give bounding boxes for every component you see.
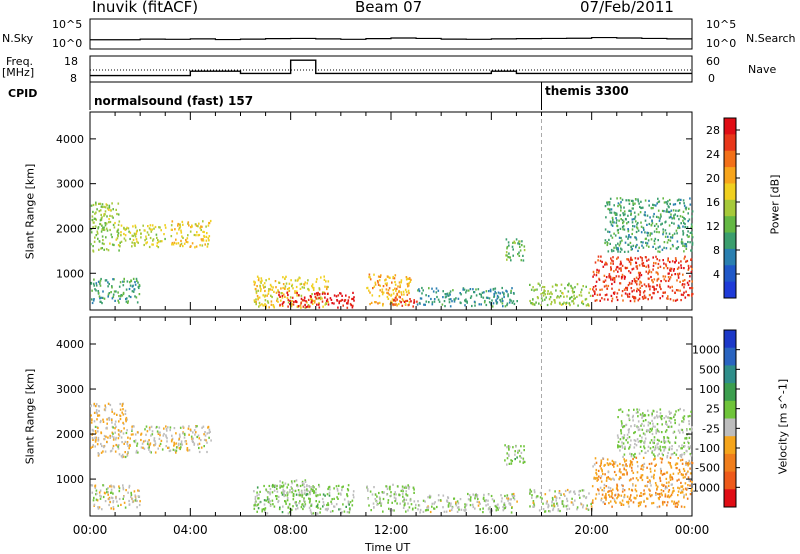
power-colorbar: 4 8 12 16 20 24 28 bbox=[706, 117, 740, 299]
freq-tick-bottom: 8 bbox=[70, 72, 77, 85]
time-tick-label: 08:00 bbox=[273, 523, 308, 537]
velocity-echo-region bbox=[279, 479, 318, 500]
velocity-echo-region bbox=[417, 492, 518, 514]
velocity-ytick-label: 4000 bbox=[56, 338, 84, 351]
power-echo-region bbox=[592, 255, 694, 303]
velocity-echo-region bbox=[529, 488, 593, 513]
nave-label: Nave bbox=[748, 63, 777, 76]
power-echo-region bbox=[253, 275, 330, 309]
nsky-tick-top: 10^5 bbox=[52, 18, 83, 31]
velocity-colorbar-tick: -25 bbox=[702, 422, 720, 435]
power-colorbar-tick: 4 bbox=[713, 268, 720, 281]
velocity-echo-region bbox=[504, 444, 526, 466]
power-panel: 1000 2000 3000 4000 4 8 12 16 20 24 28 bbox=[56, 111, 740, 311]
power-echo-region bbox=[170, 219, 212, 249]
time-tick-label: 16:00 bbox=[474, 523, 509, 537]
velocity-colorbar-tick: -1000 bbox=[688, 481, 720, 494]
power-echo-region bbox=[416, 286, 518, 308]
power-ytick-label: 4000 bbox=[56, 133, 84, 146]
velocity-colorbar: 1000 500 100 25 -25 -100 -500 -1000 bbox=[688, 329, 740, 508]
date-title: 07/Feb/2011 bbox=[580, 0, 674, 16]
power-ytick-label: 3000 bbox=[56, 178, 84, 191]
power-echo-region bbox=[366, 273, 412, 307]
power-echo-region bbox=[278, 291, 355, 309]
cpid-mode1: normalsound (fast) 157 bbox=[94, 94, 254, 108]
power-echo-region bbox=[505, 238, 526, 262]
power-colorbar-tick: 12 bbox=[706, 220, 720, 233]
time-tick-label: 12:00 bbox=[374, 523, 409, 537]
freq-strip-frame bbox=[89, 55, 693, 83]
velocity-echo-region bbox=[591, 456, 694, 509]
freq-unit-label: [MHz] bbox=[2, 66, 35, 79]
velocity-ytick-label: 1000 bbox=[56, 473, 84, 486]
time-tick-label: 04:00 bbox=[173, 523, 208, 537]
nsearch-tick-top: 10^5 bbox=[706, 18, 737, 31]
velocity-ytick-label: 2000 bbox=[56, 428, 84, 441]
power-echo-region bbox=[392, 296, 418, 308]
power-colorbar-tick: 16 bbox=[706, 196, 720, 209]
power-colorbar-tick: 20 bbox=[706, 172, 720, 185]
time-tick-label: 00:00 bbox=[73, 523, 108, 537]
velocity-colorbar-tick: 100 bbox=[699, 383, 720, 396]
freq-series bbox=[90, 59, 692, 77]
power-colorbar-tick: 8 bbox=[713, 244, 720, 257]
power-colorbar-tick: 24 bbox=[706, 148, 720, 161]
velocity-colorbar-tick: 500 bbox=[699, 363, 720, 376]
station-title: Inuvik (fitACF) bbox=[92, 0, 199, 16]
nsearch-label: N.Search bbox=[746, 32, 796, 45]
nave-tick-bottom: 0 bbox=[708, 72, 715, 85]
time-tick-label: 20:00 bbox=[574, 523, 609, 537]
power-ytick-label: 1000 bbox=[56, 267, 84, 280]
velocity-echo-region bbox=[90, 402, 129, 459]
freq-tick-top: 18 bbox=[64, 55, 78, 68]
velocity-panel: 1000 2000 3000 4000 1000 500 100 25 -25 -100 -500 -… bbox=[56, 316, 740, 517]
nsky-label: N.Sky bbox=[2, 32, 34, 45]
power-echo-region bbox=[120, 224, 167, 249]
nsky-series bbox=[90, 36, 692, 41]
freq-label: Freq. bbox=[6, 55, 34, 68]
power-ytick-label: 2000 bbox=[56, 222, 84, 235]
power-echo-region bbox=[604, 197, 694, 253]
cpid-label: CPID bbox=[8, 87, 38, 100]
nsky-strip-frame bbox=[89, 18, 693, 50]
power-frame bbox=[89, 111, 693, 311]
velocity-colorbar-tick: -100 bbox=[695, 442, 720, 455]
nsearch-tick-bottom: 10^0 bbox=[706, 37, 737, 50]
power-echo-region bbox=[90, 201, 121, 253]
power-echo-region bbox=[529, 282, 592, 307]
velocity-colorbar-tick: 1000 bbox=[692, 344, 720, 357]
nave-tick-top: 60 bbox=[706, 55, 720, 68]
nsky-tick-bottom: 10^0 bbox=[52, 37, 83, 50]
beam-title: Beam 07 bbox=[355, 0, 423, 16]
velocity-echo-region bbox=[128, 425, 212, 454]
velocity-echo-region bbox=[366, 483, 417, 513]
velocity-echo-region bbox=[90, 484, 141, 511]
time-tick-label: 00:00 bbox=[675, 523, 710, 537]
cpid-mode2: themis 3300 bbox=[545, 84, 629, 98]
velocity-colorbar-tick: 25 bbox=[706, 403, 720, 416]
power-echo-region bbox=[90, 277, 141, 305]
velocity-echo-region bbox=[616, 407, 693, 459]
velocity-ytick-label: 3000 bbox=[56, 383, 84, 396]
power-colorbar-tick: 28 bbox=[706, 124, 720, 137]
velocity-frame bbox=[89, 316, 693, 517]
time-axis-label: Time UT bbox=[365, 541, 411, 554]
velocity-echo-region bbox=[253, 483, 355, 515]
velocity-colorbar-tick: -500 bbox=[695, 462, 720, 475]
